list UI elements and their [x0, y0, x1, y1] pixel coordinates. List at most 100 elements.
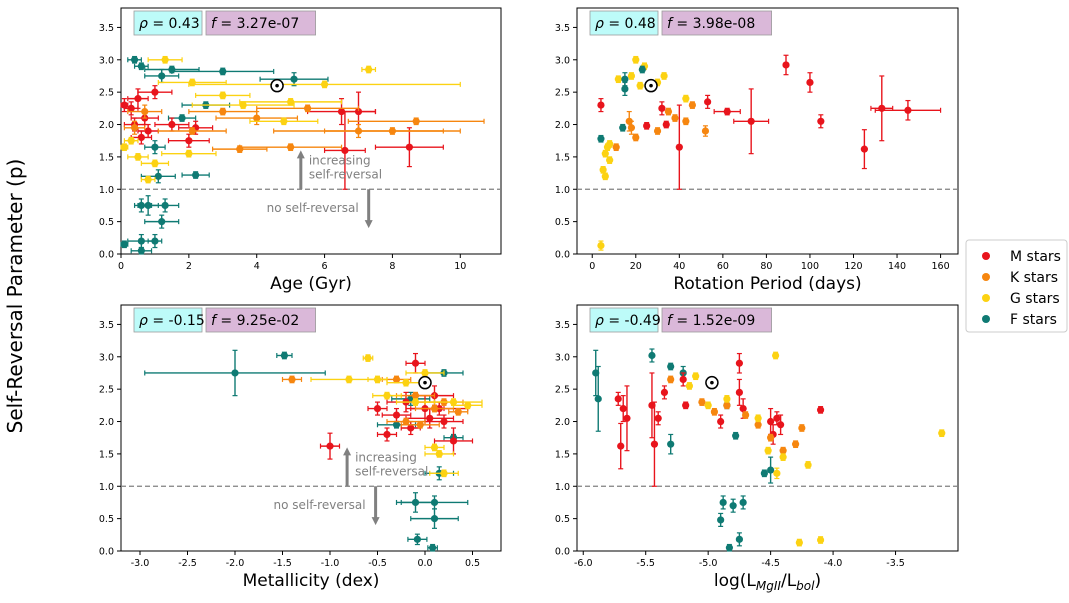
- point-marker: [287, 98, 295, 106]
- y-tick-label: 1.5: [555, 152, 570, 163]
- data-point: [407, 533, 428, 546]
- y-tick-label: 0.0: [555, 547, 570, 558]
- data-point: [597, 98, 605, 113]
- data-point: [735, 352, 743, 374]
- legend-entry-m: M stars: [982, 249, 1061, 265]
- data-point: [682, 401, 690, 410]
- point-marker: [141, 107, 149, 116]
- data-point: [667, 362, 675, 371]
- point-marker: [601, 150, 609, 158]
- point-marker: [704, 401, 712, 409]
- data-point: [667, 375, 675, 384]
- y-tick-label: 1.5: [555, 449, 570, 460]
- decrease-arrow-head: [364, 220, 373, 229]
- data-point: [127, 153, 149, 161]
- point-marker: [773, 469, 781, 477]
- point-marker: [219, 67, 227, 76]
- x-axis-label: Metallicity (dex): [243, 571, 380, 591]
- increasing-annotation: increasing self-reversal: [355, 451, 428, 479]
- point-marker: [795, 538, 803, 547]
- x-tick-label: 0: [118, 261, 124, 272]
- x-tick-label: 160: [932, 261, 950, 272]
- data-point: [171, 67, 275, 76]
- sun-symbol-icon: [644, 78, 658, 93]
- point-marker: [304, 104, 312, 112]
- data-point: [874, 99, 942, 121]
- point-marker: [614, 75, 622, 83]
- point-marker: [606, 156, 614, 164]
- metallicity-panel: 0.0 0.5 1.0 1.5 2.0 2.5 3.0 3.5 -3.0 -2.5 -2.0 -1.5…: [99, 304, 502, 591]
- point-marker: [392, 421, 401, 429]
- legend-marker-m: [982, 252, 990, 260]
- point-marker: [612, 143, 620, 151]
- point-marker: [151, 159, 159, 167]
- data-point: [140, 175, 156, 184]
- y-tick-label: 0.5: [555, 217, 570, 228]
- data-point: [782, 54, 790, 76]
- point-marker: [383, 392, 391, 400]
- legend-label-m: M stars: [1010, 249, 1061, 265]
- data-point: [120, 143, 129, 152]
- point-marker: [120, 101, 128, 109]
- rho-label: ρ = 0.48: [595, 16, 656, 32]
- data-point: [779, 453, 787, 461]
- point-marker: [134, 153, 142, 161]
- point-marker: [725, 544, 734, 552]
- legend-entry-k: K stars: [982, 270, 1058, 286]
- data-point: [685, 382, 694, 390]
- data-point: [376, 427, 398, 442]
- legend-entry-g: G stars: [982, 291, 1060, 307]
- x-tick-label: 140: [888, 261, 906, 272]
- data-point: [424, 443, 445, 452]
- point-marker: [621, 75, 629, 83]
- data-point: [698, 398, 706, 406]
- data-point: [323, 127, 461, 135]
- point-marker: [320, 80, 329, 88]
- sun-dot: [710, 380, 714, 385]
- point-marker: [413, 535, 421, 543]
- point-marker: [151, 237, 159, 245]
- data-point: [692, 372, 700, 381]
- point-marker: [120, 240, 128, 248]
- x-tick-label: 2: [186, 261, 192, 272]
- point-marker: [185, 137, 193, 145]
- y-tick-label: 1.0: [555, 185, 570, 196]
- data-point: [682, 94, 690, 103]
- data-point: [717, 512, 725, 528]
- data-point: [144, 140, 166, 155]
- data-point: [621, 81, 629, 96]
- point-marker: [729, 502, 737, 510]
- x-tick-label: 80: [760, 261, 772, 272]
- legend-frame: [965, 239, 1068, 333]
- data-point: [623, 385, 631, 452]
- legend-entry-f: F stars: [982, 312, 1057, 328]
- data-point: [127, 55, 142, 64]
- data-point: [779, 446, 787, 455]
- point-marker: [435, 450, 443, 458]
- y-tick-label: 1.5: [99, 449, 114, 460]
- point-marker: [411, 359, 420, 367]
- point-marker: [178, 114, 186, 122]
- point-marker: [449, 437, 458, 445]
- point-marker: [777, 421, 785, 429]
- x-axis-label: log(LMgII/Lbol): [714, 571, 821, 593]
- point-marker: [280, 351, 288, 360]
- data-point: [650, 401, 659, 487]
- data-point: [662, 120, 670, 129]
- data-point: [792, 440, 800, 449]
- data-point: [597, 134, 605, 143]
- y-tick-label: 3.5: [555, 23, 570, 34]
- point-marker: [161, 201, 169, 210]
- point-marker: [158, 218, 166, 226]
- point-marker: [144, 201, 152, 210]
- increase-arrow-head: [343, 447, 352, 456]
- point-marker: [754, 421, 762, 429]
- point-marker: [188, 127, 196, 135]
- point-marker: [717, 516, 725, 524]
- y-tick-label: 1.5: [99, 152, 114, 163]
- x-tick-label: 60: [717, 261, 729, 272]
- data-point: [816, 406, 825, 414]
- data-point: [323, 110, 366, 190]
- point-marker: [692, 372, 700, 380]
